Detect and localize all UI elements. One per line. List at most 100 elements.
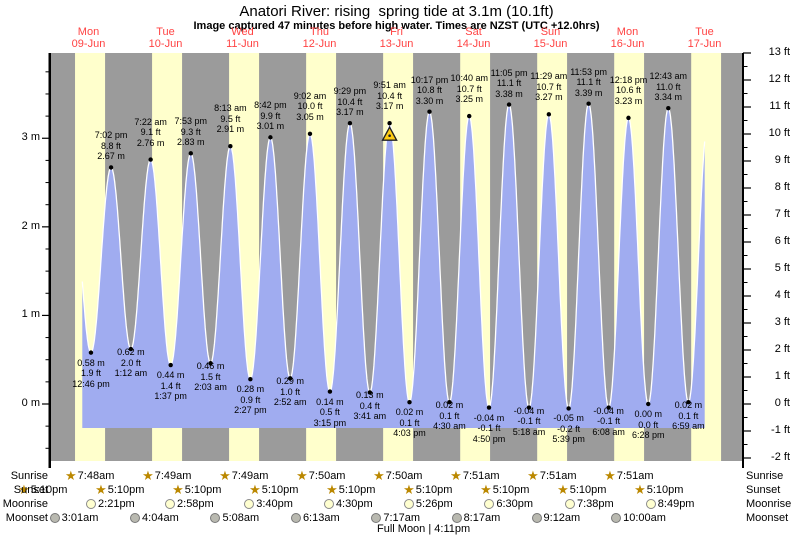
y-tick-label-m: 3 m: [21, 131, 40, 144]
tide-label-line: 11.1 ft: [576, 77, 601, 88]
high-tide-dot: [188, 151, 193, 156]
tide-label-line: 1.4 ft: [160, 380, 181, 391]
day-label-date: 11-Jun: [226, 38, 259, 50]
tide-label-line: 2.76 m: [136, 137, 165, 148]
sun-star-icon: ★: [95, 482, 107, 497]
day-label-name: Tue: [695, 26, 714, 38]
moonrise-entry: 6:30pm: [484, 498, 533, 510]
low-tide-label: 0.28 m 0.9 ft 2:27 pm: [220, 384, 280, 416]
low-tide-label: 0.14 m 0.5 ft 3:15 pm: [300, 397, 360, 429]
tide-label-line: 0.1 ft: [439, 410, 460, 421]
moonrise-time: 5:26pm: [415, 498, 453, 510]
tide-label-line: 9.1 ft: [140, 127, 161, 138]
tide-label-line: 6:59 am: [672, 421, 705, 432]
tide-label-line: 0.02 m: [395, 407, 424, 418]
moonrise-entry: 8:49pm: [645, 498, 695, 510]
sunrise-time: 7:51am: [616, 470, 654, 482]
high-tide-label: 9:51 am 10.4 ft 3.17 m: [360, 80, 420, 112]
high-tide-label: 9:29 pm 10.4 ft 3.17 m: [320, 86, 380, 118]
tide-label-line: 3.17 m: [375, 101, 404, 112]
low-tide-dot: [248, 376, 253, 382]
tide-label-line: 0.1 ft: [678, 410, 699, 421]
moonset-time: 10:00am: [623, 512, 666, 524]
tide-label-line: 0.14 m: [316, 396, 344, 407]
sunrise-row-label-left: Sunrise: [10, 470, 48, 482]
sun-star-icon: ★: [604, 468, 616, 483]
tide-label-line: 8:42 pm: [254, 100, 287, 111]
y-tick-label-ft: 5 ft: [774, 262, 790, 274]
tide-label-line: 3.25 m: [455, 94, 483, 105]
low-tide-dot: [327, 389, 333, 394]
tide-label-line: 11:53 pm: [570, 66, 608, 77]
day-label-date: 09-Jun: [71, 38, 106, 50]
high-tide-dot: [626, 115, 631, 121]
axis-left: [48, 53, 51, 468]
moonset-entry: 8:17am: [451, 512, 500, 524]
low-tide-label: -0.04 m -0.1 ft 5:18 am: [499, 406, 559, 438]
y-tick-label-m: 1 m: [21, 308, 40, 321]
tide-label-line: 0.44 m: [156, 370, 185, 381]
tide-label-line: 10:17 pm: [410, 74, 449, 85]
low-tide-label: -0.04 m -0.1 ft 4:50 pm: [459, 413, 519, 445]
sun-star-icon: ★: [172, 482, 184, 497]
tide-label-line: 8.8 ft: [101, 140, 122, 151]
tide-label-line: 11:05 pm: [490, 67, 528, 78]
sunset-row-label-right: Sunset: [746, 484, 781, 496]
high-tide-dot: [307, 131, 313, 137]
high-tide-dot: [666, 105, 671, 111]
tide-label-line: 3.39 m: [574, 87, 603, 98]
sunset-time: 5:10pm: [261, 484, 299, 496]
high-tide-dot: [268, 135, 273, 140]
sunset-time: 5:10pm: [646, 484, 684, 496]
moon-light-circle-icon: [244, 499, 255, 509]
y-tick-label-ft: 1 ft: [774, 370, 790, 382]
moonset-entry: 3:01am: [49, 512, 98, 524]
sunset-time: 5:10pm: [338, 484, 376, 496]
tide-label-line: 10.7 ft: [536, 81, 562, 92]
high-tide-dot: [586, 101, 591, 106]
low-tide-dot: [168, 362, 173, 368]
tide-label-line: 0.4 ft: [359, 400, 380, 411]
day-label-name: Thu: [310, 26, 329, 38]
tide-label-line: -0.04 m: [473, 412, 505, 423]
moon-gray-circle-icon: [290, 513, 301, 523]
sunrise-time: 7:48am: [77, 470, 115, 482]
day-label-date: 17-Jun: [687, 38, 722, 50]
tide-label-line: 11.0 ft: [656, 81, 681, 92]
sunset-time: 5:10pm: [107, 484, 145, 496]
moonrise-entry: 4:30pm: [323, 498, 373, 510]
sunset-entry: ★ 5:10pm: [326, 483, 376, 496]
y-tick-label-ft: 13 ft: [768, 46, 790, 58]
tide-label-line: 4:50 pm: [472, 433, 506, 444]
tide-label-line: 9.5 ft: [220, 113, 241, 124]
sun-star-icon: ★: [527, 468, 539, 483]
high-tide-label: 7:53 pm 9.3 ft 2.83 m: [161, 116, 221, 148]
high-tide-label: 8:13 am 9.5 ft 2.91 m: [200, 103, 260, 135]
day-label-name: Sat: [465, 26, 482, 38]
tide-label-line: 0.02 m: [435, 400, 464, 411]
tide-label-line: 3:41 am: [353, 411, 387, 422]
day-label-date: 12-Jun: [302, 38, 337, 50]
day-label-name: Tue: [156, 26, 175, 38]
high-tide-dot: [148, 157, 153, 162]
moonset-time: 7:17am: [383, 512, 421, 524]
low-tide-dot: [686, 400, 691, 405]
y-tick-label-ft: 12 ft: [768, 73, 790, 85]
tide-label-line: 9.9 ft: [260, 110, 281, 121]
sunrise-entry: ★ 7:48am: [65, 469, 115, 482]
low-tide-dot: [486, 405, 492, 410]
y-tick-label-m: 2 m: [21, 219, 40, 232]
tide-label-line: 12:43 am: [649, 71, 688, 82]
moonrise-time: 8:49pm: [657, 498, 695, 510]
sun-star-icon: ★: [373, 468, 385, 483]
moonset-row-label-right: Moonset: [746, 512, 789, 524]
sunset-entry: ★ 5:10pm: [172, 482, 221, 497]
sunset-entry: ★ 5:10pm: [480, 483, 530, 496]
sunrise-entry: ★ 7:49am: [142, 469, 191, 482]
tide-label-line: 3.17 m: [336, 107, 364, 118]
low-tide-label: 0.00 m 0.0 ft 6:28 pm: [618, 409, 678, 441]
sunset-time: 5:10pm: [492, 484, 530, 496]
tide-label-line: -0.1 ft: [477, 423, 501, 434]
